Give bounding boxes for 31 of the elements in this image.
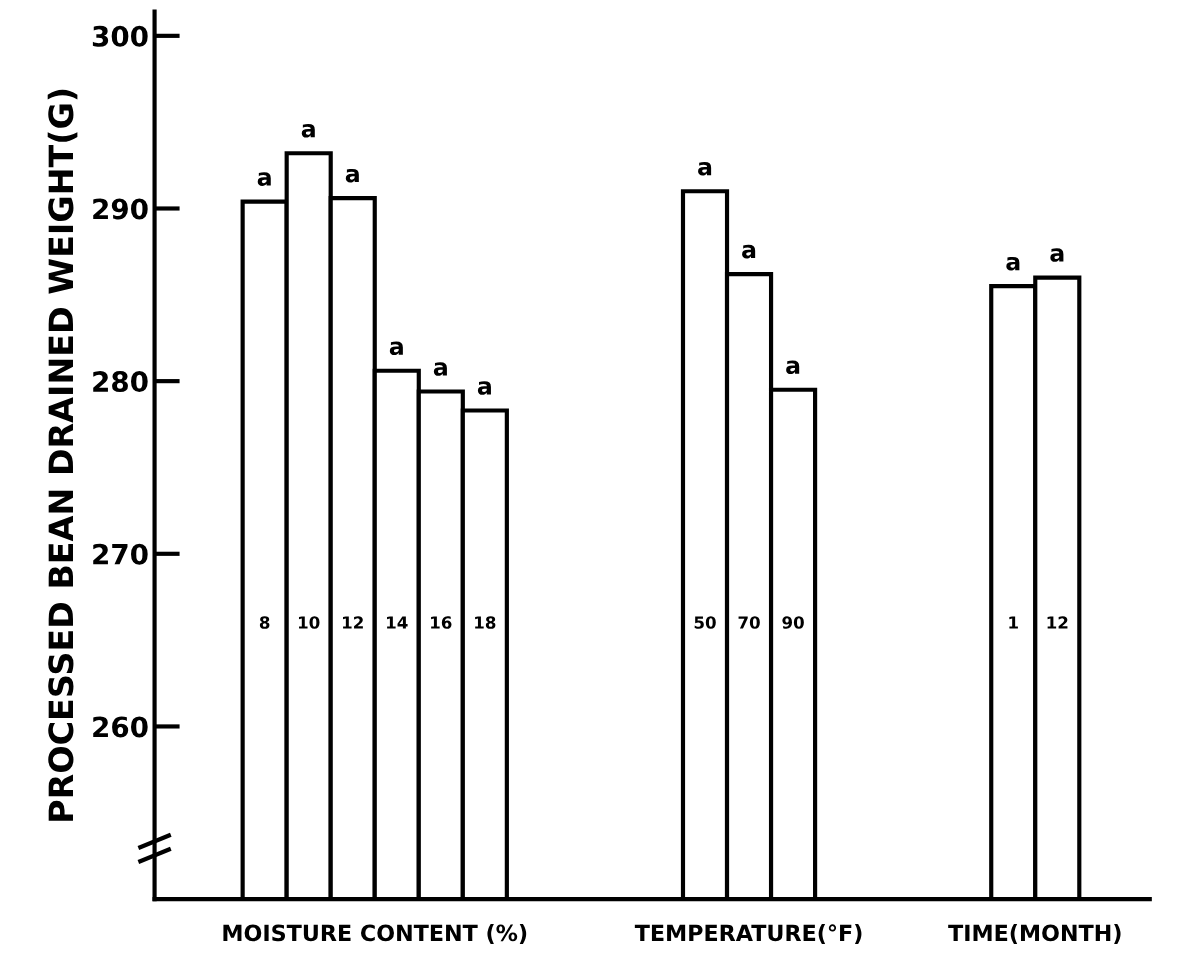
y-axis-title: PROCESSED BEAN DRAINED WEIGHT(G) <box>47 89 78 821</box>
x-tick-label: 16 <box>431 616 452 629</box>
data-label: a <box>257 172 271 186</box>
y-tick-label: 300 <box>92 25 148 47</box>
x-tick-label: 50 <box>694 616 716 629</box>
x-tick-label: 14 <box>387 616 408 629</box>
data-label: a <box>1050 248 1064 262</box>
data-label: a <box>345 168 359 183</box>
y-tick-label: 260 <box>93 716 148 738</box>
data-label: a <box>477 381 491 395</box>
data-label: a <box>742 244 756 259</box>
x-tick-label: 12 <box>1047 616 1068 629</box>
y-tick-label: 270 <box>93 543 148 565</box>
y-tick-label: 280 <box>93 371 148 393</box>
data-label: a <box>698 161 712 176</box>
text: MOISTURE CONTENT (%) <box>223 924 527 944</box>
text: TIME(MONTH) <box>948 924 1121 944</box>
y-tick-label: 290 <box>93 198 148 220</box>
x-tick-label: 1 <box>1009 616 1018 629</box>
text: TEMPERATURE(°F) <box>634 924 862 944</box>
data-label: a <box>786 360 800 375</box>
x-tick-label: 90 <box>782 616 804 629</box>
x-tick-label: 12 <box>343 616 363 629</box>
data-label: a <box>301 124 315 138</box>
x-tick-label: 10 <box>298 616 320 629</box>
data-label: a <box>1006 256 1020 271</box>
data-label: a <box>433 362 447 376</box>
x-tick-label: 8 <box>259 616 270 629</box>
x-tick-label: 18 <box>475 616 496 629</box>
x-tick-label: 70 <box>738 616 760 629</box>
data-label: a <box>389 341 403 356</box>
